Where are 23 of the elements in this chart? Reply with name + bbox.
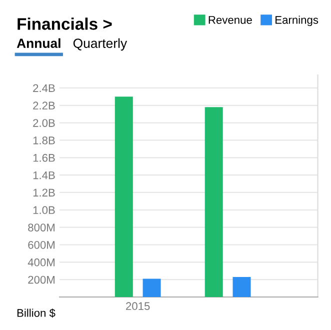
y-tick-label: 800M bbox=[28, 224, 55, 232]
y-tick-label: 1.0B bbox=[33, 206, 55, 214]
y-tick-label: 1.2B bbox=[33, 188, 55, 197]
chart-title: Financials > bbox=[18, 18, 112, 30]
y-tick-label: 1.8B bbox=[33, 136, 55, 144]
y-tick-label: 2.2B bbox=[33, 102, 55, 110]
x-tick-label: 2015 bbox=[126, 302, 150, 310]
text: Billion $ bbox=[17, 308, 56, 318]
y-tick-label: 200M bbox=[28, 276, 55, 284]
y-tick-label: 2.0B bbox=[33, 119, 55, 127]
legend-label: Revenue bbox=[208, 16, 252, 24]
bar bbox=[114, 96, 133, 297]
y-tick-label: 1.6B bbox=[33, 154, 55, 162]
bar bbox=[232, 276, 251, 297]
text: Annual bbox=[16, 38, 60, 48]
text: Quarterly bbox=[73, 38, 128, 51]
y-tick-label: 2.4B bbox=[33, 84, 55, 92]
y-tick-label: 400M bbox=[28, 258, 55, 266]
y-tick-label: 1.4B bbox=[33, 171, 55, 180]
y-tick-label: 600M bbox=[28, 241, 55, 249]
bar bbox=[204, 107, 223, 297]
bar bbox=[142, 278, 161, 297]
legend-label: Earnings bbox=[276, 16, 318, 26]
